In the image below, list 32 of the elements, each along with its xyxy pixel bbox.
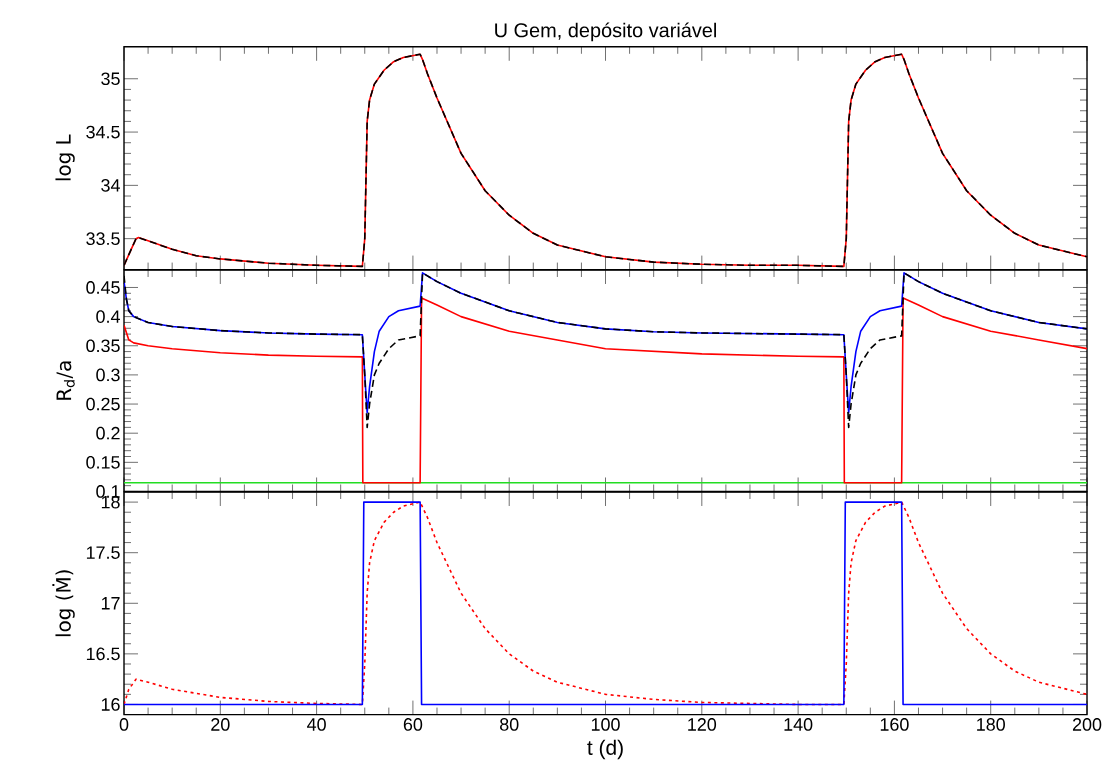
y-axis-title: log (Ṁ) (52, 570, 75, 637)
y-axis-title: R$_{d}$/a (56, 361, 75, 400)
y-axis-title: log L (55, 134, 75, 181)
chart-title: U Gem, depósito variável (495, 22, 716, 42)
x-tick-label: 0 (119, 718, 129, 731)
y-tick-label: 17.5 (86, 546, 120, 559)
y-tick-label: 34 (101, 179, 120, 192)
y-tick-label: 17 (101, 597, 120, 610)
y-tick-label: 16.5 (86, 647, 120, 661)
x-tick-label: 140 (784, 718, 813, 731)
x-tick-label: 180 (977, 718, 1005, 731)
x-axis-title: t (d) (587, 739, 623, 760)
y-tick-label: 0.3 (96, 368, 120, 382)
x-tick-label: 120 (688, 718, 717, 731)
x-tick-label: 160 (880, 718, 909, 731)
y-tick-label: 0.4 (96, 310, 120, 323)
y-tick-label: 0.45 (86, 281, 120, 294)
y-tick-label: 0.15 (86, 455, 120, 469)
y-tick-label: 16 (101, 698, 120, 711)
line-series (124, 297, 1088, 484)
x-tick-label: 40 (307, 718, 326, 731)
x-tick-label: 200 (1072, 718, 1102, 731)
x-tick-label: 60 (403, 718, 423, 731)
y-tick-label: 0.25 (86, 397, 120, 411)
x-tick-label: 20 (211, 718, 230, 731)
y-tick-label: 34.5 (86, 125, 120, 139)
x-tick-label: 80 (500, 718, 519, 731)
y-tick-label: 35 (101, 72, 120, 86)
x-tick-label: 100 (591, 718, 620, 731)
y-tick-label: 0.2 (96, 426, 120, 440)
y-tick-label: 33.5 (86, 232, 120, 246)
y-tick-label: 0.35 (86, 339, 120, 353)
